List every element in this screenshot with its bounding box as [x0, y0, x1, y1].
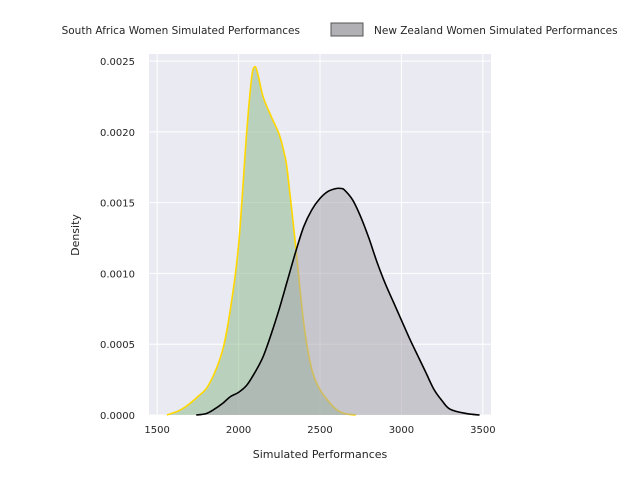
y-tick-label: 0.0010: [100, 269, 135, 280]
legend: South Africa Women Simulated Performance…: [62, 22, 618, 37]
x-tick-labels: 1500 2000 2500 3000 3500: [144, 425, 495, 436]
legend-label: New Zealand Women Simulated Performances: [374, 25, 618, 37]
series-layer: [166, 65, 480, 416]
x-tick-label: 3500: [470, 425, 495, 436]
y-tick-label: 0.0015: [100, 199, 135, 210]
density-area-south-africa-women-simulated-performances: [166, 66, 356, 416]
x-axis-title: Simulated Performances: [253, 448, 388, 461]
y-tick-label: 0.0005: [100, 340, 135, 351]
legend-swatch: [330, 22, 364, 37]
y-tick-labels: 0.0000 0.0005 0.0010 0.0015 0.0020 0.0025: [100, 57, 135, 422]
x-tick-label: 1500: [144, 425, 169, 436]
legend-label: South Africa Women Simulated Performance…: [62, 25, 300, 37]
series-new-zealand-women-simulated-performances: [196, 187, 480, 416]
y-tick-label: 0.0025: [100, 57, 135, 68]
density-line-new-zealand-women-simulated-performances: [196, 187, 480, 416]
y-tick-label: 0.0000: [100, 411, 135, 422]
x-tick-label: 2000: [226, 425, 251, 436]
y-tick-label: 0.0020: [100, 128, 135, 139]
y-axis-title: Density: [69, 214, 82, 256]
density-area-new-zealand-women-simulated-performances: [196, 188, 480, 415]
x-tick-label: 3000: [389, 425, 414, 436]
x-tick-label: 2500: [307, 425, 332, 436]
